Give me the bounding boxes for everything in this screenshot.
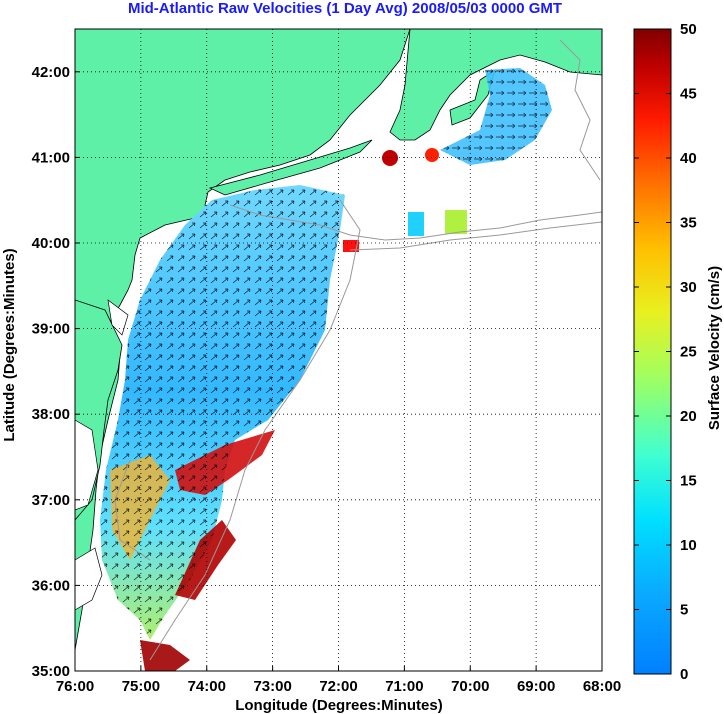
colorbar-label: Surface Velocity (cm/s)	[706, 266, 723, 430]
map-area	[75, 29, 602, 671]
map-title: Mid-Atlantic Raw Velocities (1 Day Avg) …	[127, 0, 563, 17]
velocity-hotspot-a	[382, 150, 398, 166]
x-axis-label: Longitude (Degrees:Minutes)	[235, 697, 443, 714]
y-axis-label: Latitude (Degrees:Minutes)	[1, 248, 18, 441]
velocity-jet-south	[140, 640, 190, 671]
land-new-england	[389, 29, 602, 141]
lon-tick-label: 68:00	[583, 678, 621, 695]
land-long-island	[208, 139, 373, 196]
lat-tick-label: 37:00	[32, 492, 70, 509]
lat-tick-label: 41:00	[32, 149, 70, 166]
velocity-arrows-ne	[440, 68, 552, 165]
sound-pamlico	[75, 547, 103, 611]
velocity-hotspot-b	[425, 148, 439, 162]
velocity-patch-b	[445, 210, 467, 234]
lon-tick-label: 75:00	[122, 678, 160, 695]
colorbar-tick-label: 35	[680, 215, 697, 232]
lat-tick-label: 39:00	[32, 321, 70, 338]
lon-tick-label: 73:00	[253, 678, 291, 695]
colorbar: 0 5 10 15 20 25 30 35 40 45 50 Surface Velocity (c…	[633, 21, 723, 683]
colorbar-gradient	[633, 28, 672, 675]
colorbar-tick-label: 40	[680, 150, 697, 167]
colorbar-tick-label: 30	[680, 279, 697, 296]
longitude-ticks: 76:00 75:00 74:00 73:00 72:00 71:00 70:00 69:00…	[56, 666, 621, 695]
colorbar-tick-label: 0	[680, 666, 688, 683]
colorbar-tick-label: 15	[680, 473, 697, 490]
lon-tick-label: 71:00	[385, 678, 423, 695]
bathymetry-contours	[114, 39, 602, 661]
colorbar-ticks: 0 5 10 15 20 25 30 35 40 45 50	[634, 21, 697, 683]
colorbar-tick-label: 25	[680, 344, 697, 361]
colorbar-tick-label: 45	[680, 86, 697, 103]
land-mainland	[75, 29, 411, 651]
lat-tick-label: 38:00	[32, 406, 70, 423]
lon-tick-label: 70:00	[451, 678, 489, 695]
colorbar-tick-label: 5	[680, 602, 688, 619]
lat-tick-label: 40:00	[32, 235, 70, 252]
colorbar-tick-label: 20	[680, 408, 697, 425]
bay-chesapeake	[75, 419, 99, 511]
lon-tick-label: 76:00	[56, 678, 94, 695]
bay-delaware	[107, 299, 129, 336]
lon-tick-label: 72:00	[319, 678, 357, 695]
lat-tick-label: 35:00	[32, 663, 70, 680]
lon-tick-label: 74:00	[188, 678, 226, 695]
lat-tick-label: 36:00	[32, 577, 70, 594]
colorbar-tick-label: 10	[680, 537, 697, 554]
velocity-patch-a	[408, 212, 424, 236]
latitude-ticks: 35:00 36:00 37:00 38:00 39:00 40:00 41:00 42:00	[32, 64, 80, 680]
lon-tick-label: 69:00	[517, 678, 555, 695]
lat-tick-label: 42:00	[32, 64, 70, 81]
velocity-arrows	[100, 185, 345, 640]
colorbar-tick-label: 50	[680, 21, 697, 38]
